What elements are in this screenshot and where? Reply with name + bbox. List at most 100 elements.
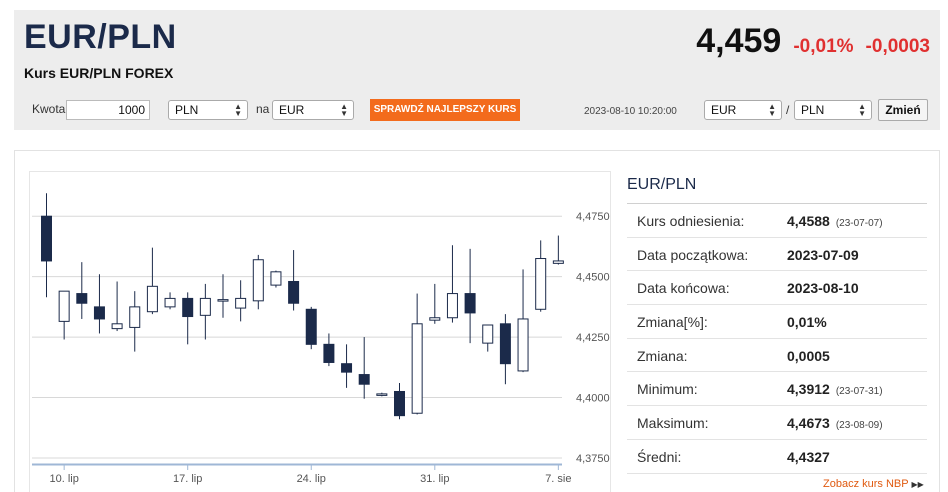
candle [482,324,494,352]
candle [93,274,105,334]
candle-body-down [341,363,353,373]
info-value: 4,4327 [787,449,830,465]
y-tick-label: 4,4250 [576,332,610,344]
candle [517,269,529,373]
candle [288,250,300,311]
pair-quote-value: PLN [801,103,825,117]
info-label: Minimum: [637,381,698,398]
to-label: na [256,102,270,116]
info-row: Data początkowa: 2023-07-09 [627,238,927,272]
candle-body-down [358,374,370,385]
candle-body-down [323,343,335,363]
select-arrows-icon: ▲ ▼ [768,102,776,118]
info-row: Średni: 4,4327 [627,440,927,474]
nbp-rate-link[interactable]: Zobacz kurs NBP ▶▶ [823,478,924,490]
pair-base-select[interactable]: EUR ▲ ▼ [704,100,782,120]
candle [499,314,511,385]
candle-body-down [394,390,405,417]
info-value: 4,4588 (23-07-07) [787,213,883,229]
from-currency-select[interactable]: PLN ▲ ▼ [168,100,248,120]
candle [358,337,370,399]
candle [235,280,247,322]
to-currency-value: EUR [279,103,305,117]
candle-body-down [76,293,88,304]
candle [305,306,317,350]
main-panel: 4,4750 4,4500 4,4250 4,4000 4,3750 10. lip 17.… [14,150,940,492]
info-value-number: 2023-07-09 [787,246,859,263]
candle-body-up [270,271,282,286]
chart-svg: 4,4750 4,4500 4,4250 4,4000 4,3750 10. lip 17.… [32,193,610,485]
candle [341,344,353,388]
candle-body-up [111,323,123,330]
info-value: 0,0005 [787,348,830,364]
best-rate-button[interactable]: SPRAWDŹ NAJLEPSZY KURS [370,99,520,121]
to-currency-select[interactable]: EUR ▲ ▼ [272,100,354,120]
info-row: Minimum: 4,3912 (23-07-31) [627,372,927,407]
info-label: Data końcowa: [637,280,730,297]
candle [552,235,564,265]
x-tick-label: 17. lip [173,473,202,485]
info-label: Kurs odniesienia: [637,213,745,229]
candle-body-down [93,306,105,320]
info-row: Data końcowa: 2023-08-10 [627,271,927,306]
candle [76,262,88,319]
candle-body-up [235,297,247,309]
candle-body-up [552,260,564,264]
info-row: Kurs odniesienia: 4,4588 (23-07-07) [627,204,927,238]
candle [217,274,229,318]
info-value-number: 2023-08-10 [787,280,859,297]
candle-body-up [164,297,176,308]
candle [58,290,70,340]
info-date: (23-08-09) [835,420,883,432]
candle-body-up [146,285,158,313]
nbp-link-label: Zobacz kurs NBP [823,478,909,490]
candle [164,292,176,310]
candle-body-down [305,308,317,345]
x-tick-label: 10. lip [49,473,78,485]
candle [199,283,211,340]
candle-body-up [517,318,529,372]
pair-quote-select[interactable]: PLN ▲ ▼ [794,100,872,120]
info-value-number: 0,0005 [787,347,830,364]
amount-label: Kwota [32,102,66,116]
amount-input[interactable] [66,100,150,120]
candle-body-up [411,323,423,414]
pair-subtitle: Kurs EUR/PLN FOREX [24,65,174,81]
y-tick-label: 4,3750 [576,453,610,465]
info-value-number: 4,3912 [787,381,830,398]
select-arrows-icon: ▲ ▼ [234,102,242,118]
select-arrows-icon: ▲ ▼ [858,102,866,118]
from-currency-value: PLN [175,103,199,117]
info-value-number: 4,4673 [787,415,830,432]
candle [464,248,476,344]
info-divider [627,203,927,204]
info-value: 2023-08-10 [787,280,859,296]
info-date: (23-07-31) [835,386,883,398]
candle-body-down [41,215,52,262]
candle [111,281,123,332]
change-absolute: -0,0003 [865,36,930,57]
info-row: Zmiana: 0,0005 [627,339,927,373]
info-label: Średni: [637,448,682,465]
info-value: 4,3912 (23-07-31) [787,381,883,397]
info-value: 4,4673 (23-08-09) [787,415,883,431]
candle-body-up [58,290,70,322]
candle-body-down [499,323,511,365]
candle [252,254,264,310]
x-tick-label: 7. sie [545,473,571,485]
pair-separator: / [786,103,790,117]
candle [429,283,441,324]
candlestick-chart: 4,4750 4,4500 4,4250 4,4000 4,3750 10. lip 17.… [29,171,611,492]
candle [129,291,141,352]
info-title: EUR/PLN [627,176,697,193]
candle-body-up [199,297,211,316]
info-label: Zmiana[%]: [637,314,708,331]
y-tick-label: 4,4500 [576,272,610,284]
double-arrow-right-icon: ▶▶ [911,480,924,489]
candle-body-up [376,393,388,396]
swap-pair-button[interactable]: Zmień [878,99,928,121]
info-value: 2023-07-09 [787,247,859,263]
candle-body-down [288,280,300,304]
pair-title: EUR/PLN [24,18,177,56]
candle-body-up [429,317,441,321]
